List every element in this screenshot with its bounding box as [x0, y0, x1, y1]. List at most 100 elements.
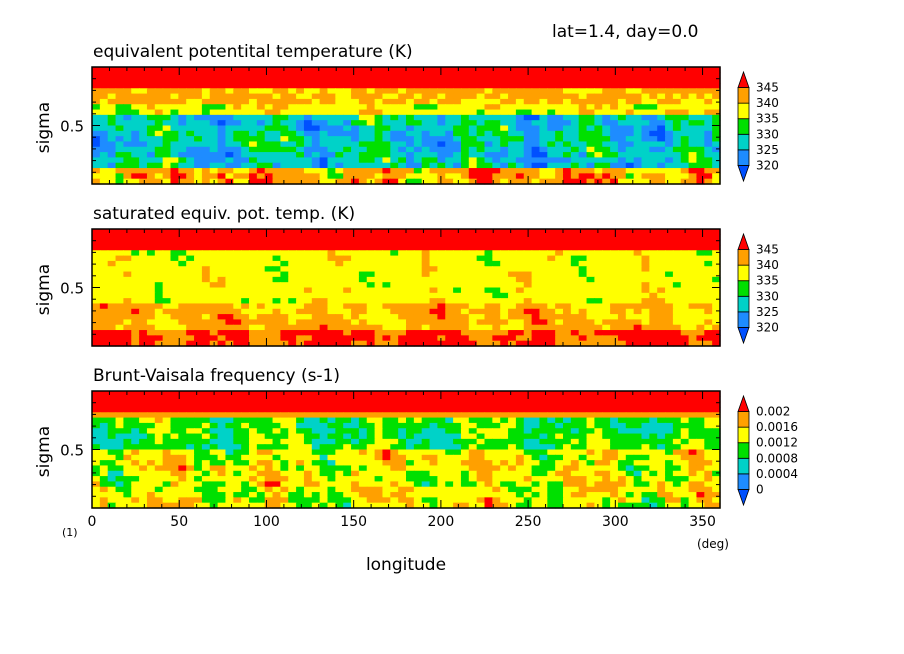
field-cell — [665, 303, 674, 310]
field-cell — [146, 282, 156, 289]
field-cell — [657, 88, 666, 95]
field-cell — [531, 428, 541, 435]
field-cell — [625, 229, 635, 235]
field-cell — [233, 239, 242, 246]
field-cell — [241, 303, 250, 310]
field-cell — [523, 72, 533, 79]
field-cell — [555, 422, 564, 429]
field-cell — [170, 93, 179, 100]
field-cell — [398, 276, 407, 283]
field-cell — [696, 438, 705, 445]
field-cell — [194, 276, 203, 283]
field-cell — [178, 282, 187, 289]
field-cell — [484, 229, 493, 235]
field-cell — [563, 287, 572, 294]
field-cell — [453, 98, 462, 105]
field-cell — [617, 120, 627, 127]
field-cell — [303, 292, 313, 299]
field-cell — [633, 141, 643, 148]
field-cell — [688, 454, 698, 461]
field-cell — [539, 178, 548, 185]
field-cell — [366, 298, 376, 305]
field-cell — [563, 340, 572, 347]
field-cell — [382, 428, 391, 435]
field-cell — [555, 292, 564, 299]
field-cell — [594, 229, 603, 235]
field-cell — [296, 255, 305, 262]
field-cell — [233, 168, 242, 174]
field-cell — [194, 93, 203, 100]
field-cell — [311, 314, 321, 321]
field-cell — [688, 109, 698, 116]
field-cell — [484, 433, 493, 440]
field-cell — [413, 125, 423, 132]
field-cell — [429, 125, 438, 132]
field-cell — [390, 417, 399, 424]
field-cell — [594, 104, 603, 111]
field-cell — [555, 162, 564, 169]
field-cell — [382, 82, 391, 89]
field-cell — [358, 287, 368, 294]
field-cell — [319, 67, 329, 73]
field-cell — [453, 271, 462, 278]
field-cell — [335, 82, 344, 89]
field-cell — [555, 72, 564, 79]
field-cell — [209, 292, 219, 299]
field-cell — [225, 330, 234, 336]
field-cell — [319, 98, 329, 105]
field-cell — [343, 335, 352, 342]
field-cell — [421, 178, 431, 185]
field-cell — [492, 229, 501, 235]
field-cell — [139, 271, 148, 278]
field-cell — [484, 260, 493, 267]
field-cell — [539, 276, 548, 283]
field-cell — [500, 470, 509, 477]
field-cell — [335, 255, 344, 262]
field-cell — [657, 141, 666, 148]
field-cell — [594, 125, 603, 132]
field-cell — [633, 335, 643, 342]
field-cell — [288, 157, 297, 164]
field-cell — [413, 401, 423, 408]
field-cell — [672, 141, 682, 148]
field-cell — [680, 72, 690, 79]
field-cell — [390, 438, 399, 445]
field-cell — [123, 271, 132, 278]
field-cell — [696, 330, 705, 336]
field-cell — [217, 282, 227, 289]
field-cell — [256, 152, 266, 159]
field-cell — [515, 120, 525, 127]
field-cell — [131, 298, 140, 305]
field-cell — [547, 104, 556, 111]
field-cell — [672, 255, 682, 262]
field-cell — [445, 276, 454, 283]
field-cell — [264, 130, 274, 137]
field-cell — [437, 314, 446, 321]
field-cell — [531, 157, 541, 164]
field-cell — [327, 335, 336, 342]
field-cell — [704, 255, 713, 262]
field-cell — [453, 401, 462, 408]
field-cell — [201, 465, 211, 472]
field-cell — [319, 152, 329, 159]
field-cell — [563, 93, 572, 100]
field-cell — [358, 125, 368, 132]
field-cell — [154, 444, 164, 451]
chart-title: saturated equiv. pot. temp. (K) — [93, 204, 355, 224]
field-cell — [107, 120, 117, 127]
field-cell — [131, 314, 140, 321]
field-cell — [280, 330, 289, 336]
field-cell — [704, 141, 713, 148]
field-cell — [217, 335, 227, 342]
field-cell — [264, 109, 274, 116]
field-cell — [578, 271, 588, 278]
field-cell — [413, 120, 423, 127]
field-cell — [421, 244, 431, 251]
field-cell — [115, 72, 124, 79]
field-cell — [617, 287, 627, 294]
field-cell — [327, 93, 336, 100]
field-cell — [178, 120, 187, 127]
field-cell — [555, 136, 564, 143]
field-cell — [296, 244, 305, 251]
field-cell — [586, 330, 595, 336]
